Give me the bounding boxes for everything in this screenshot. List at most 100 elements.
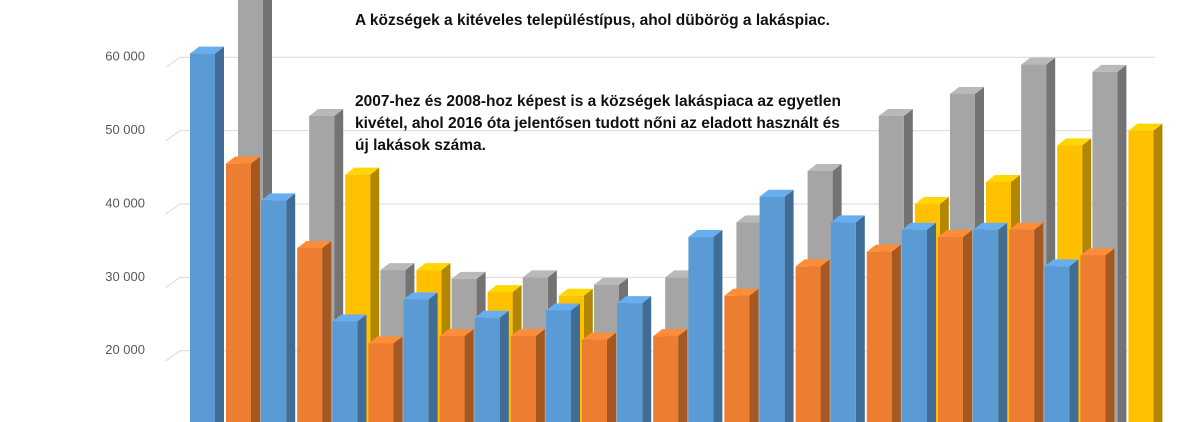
bar [582,339,607,422]
grid-floor [165,277,181,288]
bar-top [1092,64,1127,72]
bar-top [380,263,415,271]
y-tick-label: 60 000 [105,49,145,64]
bar-side [428,292,438,422]
bar [795,266,821,422]
grid-floor [165,130,181,142]
bar-top [345,167,380,175]
y-tick-label: 20 000 [105,342,145,357]
bar-top [950,86,984,94]
bar-top [510,329,545,337]
bar-top [1128,123,1163,131]
bar-top [807,164,842,172]
bar-top [759,189,794,197]
bar-side [749,288,759,422]
y-tick-label: 40 000 [105,195,145,210]
bar-side [535,329,545,422]
bar-side [1117,64,1127,422]
bar-top [878,108,913,116]
bar [759,196,785,422]
bar [546,310,571,422]
bar-side [642,296,652,422]
bar-top [724,288,759,296]
bar-top [416,263,451,271]
bar [439,336,465,422]
bar [830,222,856,422]
bar-top [594,277,628,285]
bar-top [226,156,260,164]
bar-top [973,222,1008,230]
bar [1128,130,1154,422]
bar-top [487,285,522,293]
bar [973,229,999,422]
bar-side [784,189,794,422]
bar-side [571,303,580,422]
bar-side [464,329,474,422]
bar-side [963,230,972,422]
bar-side [215,46,224,422]
annotation: 2007-hez és 2008-hoz képest is a községe… [355,93,841,154]
y-tick-label: 30 000 [105,269,145,284]
bar-top [297,241,332,249]
grid-floor [165,203,181,215]
bar-top [190,46,224,54]
bar-top [653,329,688,337]
bar-side [891,244,901,422]
bar [902,229,927,422]
bar [866,251,892,422]
bar [368,343,394,422]
bar-top [403,292,438,300]
bar-top [558,288,593,296]
bar-top [1080,248,1115,256]
bar-top [830,215,865,223]
annotation: A községek a kitéveles településtípus, a… [355,12,830,29]
bar-side [1153,123,1163,422]
bar-top [261,193,296,201]
bar-side [820,259,830,422]
bar-top [546,303,580,311]
bar-top [439,329,474,337]
bar-side [499,310,509,422]
bar-top [986,175,1020,183]
y-tick-label: 50 000 [105,122,145,137]
bar [474,317,500,422]
bar-side [678,329,688,422]
bar [617,303,643,422]
bar-top [866,244,901,252]
bar [724,295,750,422]
bar [332,321,358,422]
bar [688,237,714,422]
bar-side [251,156,260,422]
bar [226,163,251,422]
bar-top [688,230,723,238]
grid-floor [165,56,181,68]
bar [297,248,323,422]
bar-side [1105,248,1115,422]
bar-top [582,332,616,340]
bar-top [902,222,936,230]
bar-side [357,314,367,422]
bar [1009,229,1035,422]
bar-side [998,222,1008,422]
bar [938,237,963,422]
bar-side [322,241,332,422]
bar-top [368,336,403,344]
bar [1080,255,1106,422]
bar [190,53,215,422]
bar-top [914,197,949,205]
bar-top [1021,57,1056,65]
bar [510,336,536,422]
bar-top [795,259,830,267]
bar-top [474,310,509,318]
bar-side [1034,222,1044,422]
bar-side [607,332,616,422]
bar-top [1057,138,1092,146]
bar-side [1069,259,1079,422]
bar-top [617,296,652,304]
bar-side [713,230,723,422]
bar [653,336,679,422]
bar-top [938,230,972,238]
bar-side [855,215,865,422]
